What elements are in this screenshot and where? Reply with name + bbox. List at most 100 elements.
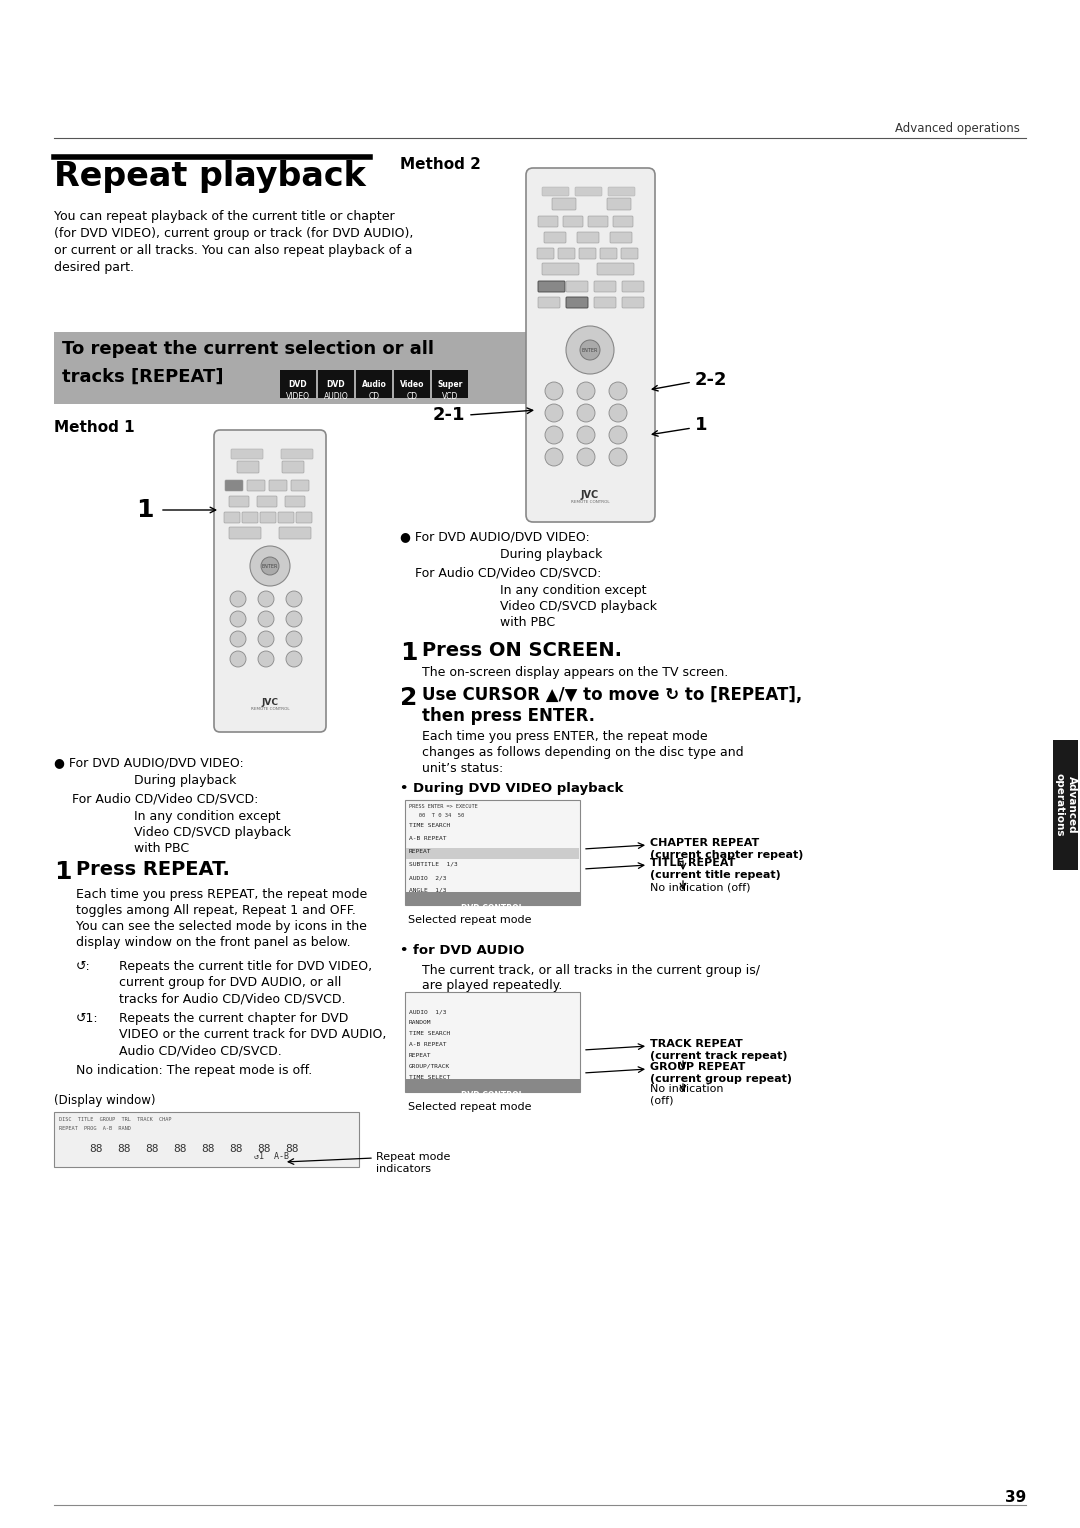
Circle shape [545,426,563,445]
Circle shape [609,382,627,400]
FancyBboxPatch shape [242,512,258,523]
Text: toggles among All repeat, Repeat 1 and OFF.: toggles among All repeat, Repeat 1 and O… [76,905,356,917]
Text: 88: 88 [229,1144,243,1154]
Text: A-B REPEAT: A-B REPEAT [409,836,446,840]
Bar [406,848,579,859]
Bar [1053,740,1078,869]
Text: 1: 1 [400,642,418,665]
Text: ↺:: ↺: [76,960,91,973]
Text: Each time you press REPEAT, the repeat mode: Each time you press REPEAT, the repeat m… [76,888,367,902]
FancyBboxPatch shape [229,497,249,507]
Text: 2-2: 2-2 [696,371,728,390]
Text: REPEAT: REPEAT [409,850,432,854]
FancyBboxPatch shape [285,497,305,507]
Text: with PBC: with PBC [134,842,189,856]
Bar [318,370,354,397]
Text: JVC: JVC [261,698,279,707]
FancyBboxPatch shape [229,527,261,539]
FancyBboxPatch shape [566,281,588,292]
Text: 1: 1 [696,416,707,434]
Circle shape [230,631,246,646]
FancyBboxPatch shape [231,449,264,458]
FancyBboxPatch shape [566,296,588,309]
FancyBboxPatch shape [257,497,276,507]
FancyBboxPatch shape [594,281,616,292]
Text: CHAPTER REPEAT
(current chapter repeat): CHAPTER REPEAT (current chapter repeat) [650,837,804,860]
Text: Advanced
operations: Advanced operations [1054,773,1077,837]
Text: REPEAT: REPEAT [409,1053,432,1057]
Text: Audio CD/Video CD/SVCD.: Audio CD/Video CD/SVCD. [119,1044,282,1057]
Text: No indication (off): No indication (off) [650,883,751,892]
Text: VIDEO or the current track for DVD AUDIO,: VIDEO or the current track for DVD AUDIO… [119,1028,387,1041]
Text: 2: 2 [400,686,417,711]
Text: VIDEO: VIDEO [286,393,310,400]
Text: GROUP REPEAT
(current group repeat): GROUP REPEAT (current group repeat) [650,1062,792,1083]
FancyBboxPatch shape [610,232,632,243]
Text: Selected repeat mode: Selected repeat mode [408,1102,531,1112]
Bar [280,370,316,397]
Text: DVD: DVD [326,380,346,390]
FancyBboxPatch shape [291,480,309,490]
Text: In any condition except: In any condition except [134,810,281,824]
Circle shape [566,325,615,374]
Text: 2-1: 2-1 [432,406,465,423]
Circle shape [230,651,246,668]
Text: VCD: VCD [442,393,458,400]
Text: ↺1:: ↺1: [76,1012,98,1025]
Text: The on-screen display appears on the TV screen.: The on-screen display appears on the TV … [422,666,728,678]
Text: CD: CD [406,393,418,400]
Text: The current track, or all tracks in the current group is/
are played repeatedly.: The current track, or all tracks in the … [422,964,760,992]
Text: Each time you press ENTER, the repeat mode: Each time you press ENTER, the repeat mo… [422,730,707,743]
FancyBboxPatch shape [269,480,287,490]
Circle shape [286,611,302,626]
Circle shape [249,545,291,587]
FancyBboxPatch shape [296,512,312,523]
Text: PRESS ENTER => EXECUTE: PRESS ENTER => EXECUTE [409,804,477,808]
Text: A-B REPEAT: A-B REPEAT [409,1042,446,1047]
Text: Press ON SCREEN.: Press ON SCREEN. [422,642,622,660]
Text: No indication
(off): No indication (off) [650,1083,724,1106]
Text: DISC  TITLE  GROUP  TRL  TRACK  CHAP: DISC TITLE GROUP TRL TRACK CHAP [59,1117,172,1122]
Text: Method 2: Method 2 [400,157,481,173]
Circle shape [577,448,595,466]
Text: GROUP/TRACK: GROUP/TRACK [409,1063,450,1070]
Text: Audio: Audio [362,380,387,390]
Circle shape [577,403,595,422]
FancyBboxPatch shape [588,215,608,228]
Text: ENTER: ENTER [261,564,279,568]
Text: 1: 1 [54,860,71,885]
Bar [54,332,564,403]
Text: Repeat playback: Repeat playback [54,160,366,193]
Text: Repeats the current chapter for DVD: Repeats the current chapter for DVD [119,1012,349,1025]
FancyBboxPatch shape [538,215,558,228]
Circle shape [609,403,627,422]
Circle shape [577,382,595,400]
FancyBboxPatch shape [542,263,579,275]
Text: Video CD/SVCD playback: Video CD/SVCD playback [500,601,657,613]
Text: DVD CONTROL: DVD CONTROL [461,905,524,914]
Text: unit’s status:: unit’s status: [422,762,503,775]
Text: TIME SEARCH: TIME SEARCH [409,1031,450,1036]
FancyBboxPatch shape [600,248,617,260]
Text: 39: 39 [1004,1490,1026,1505]
FancyBboxPatch shape [563,215,583,228]
Text: Super: Super [437,380,462,390]
Text: then press ENTER.: then press ENTER. [422,707,595,724]
Text: AUDIO  1/3: AUDIO 1/3 [409,1008,446,1015]
Text: 88: 88 [89,1144,103,1154]
FancyBboxPatch shape [607,199,631,209]
Text: To repeat the current selection or all: To repeat the current selection or all [62,341,434,358]
Bar [356,370,392,397]
Bar [405,992,580,1093]
FancyBboxPatch shape [552,199,576,209]
Text: 88: 88 [117,1144,131,1154]
FancyBboxPatch shape [613,215,633,228]
Text: • for DVD AUDIO: • for DVD AUDIO [400,944,525,957]
Text: REMOTE CONTROL: REMOTE CONTROL [251,707,289,711]
Text: AUDIO  2/3: AUDIO 2/3 [409,876,446,880]
FancyBboxPatch shape [247,480,265,490]
FancyBboxPatch shape [622,296,644,309]
Text: Advanced operations: Advanced operations [895,122,1020,134]
Text: In any condition except: In any condition except [500,584,647,597]
Text: REPEAT  PROG  A-B  RAND: REPEAT PROG A-B RAND [59,1126,131,1131]
